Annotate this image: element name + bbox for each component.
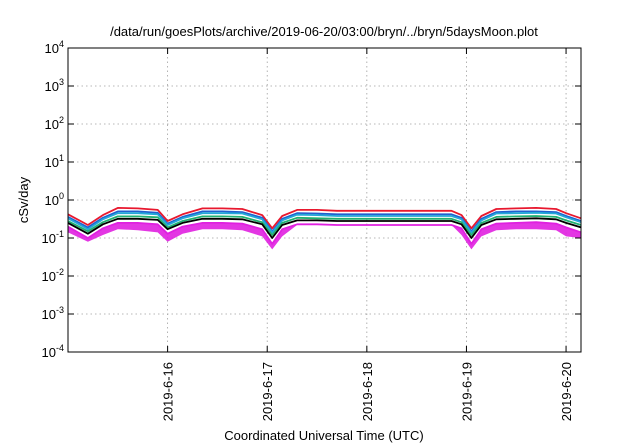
x-tick-label: 2019-6-16 [161,362,176,421]
y-tick-label: 104 [45,39,64,56]
series-lines [67,206,582,245]
band-area [68,222,581,250]
series-line [67,206,582,230]
axis-ticks [68,47,581,353]
x-tick-label: 2019-6-19 [459,362,474,421]
series-line [67,215,582,236]
series-line [67,217,582,239]
y-tick-label: 100 [45,191,64,208]
y-axis-label: cSv/day [16,176,31,223]
y-tick-label: 101 [45,153,64,170]
series-band [68,222,581,250]
y-tick-label: 102 [45,115,64,132]
x-tick-label: 2019-6-18 [360,362,375,421]
y-tick-label: 103 [45,77,64,94]
series-line [67,221,582,245]
y-tick-label: 10-4 [42,343,64,360]
x-tick-label: 2019-6-17 [260,362,275,421]
y-tick-label: 10-3 [42,305,64,322]
series-line [67,211,582,234]
x-axis-label: Coordinated Universal Time (UTC) [224,428,423,443]
y-tick-label: 10-1 [42,229,64,246]
x-tick-label: 2019-6-20 [559,362,574,421]
chart-title: /data/run/goesPlots/archive/2019-06-20/0… [110,24,538,39]
y-tick-label: 10-2 [42,267,64,284]
y-tick-labels: 10-4 10-3 10-2 10-1 100 101 102 103 104 [42,39,64,360]
x-tick-labels: 2019-6-16 2019-6-17 2019-6-18 2019-6-19 2019… [161,362,574,421]
grid [68,48,581,352]
series-line [67,210,582,233]
